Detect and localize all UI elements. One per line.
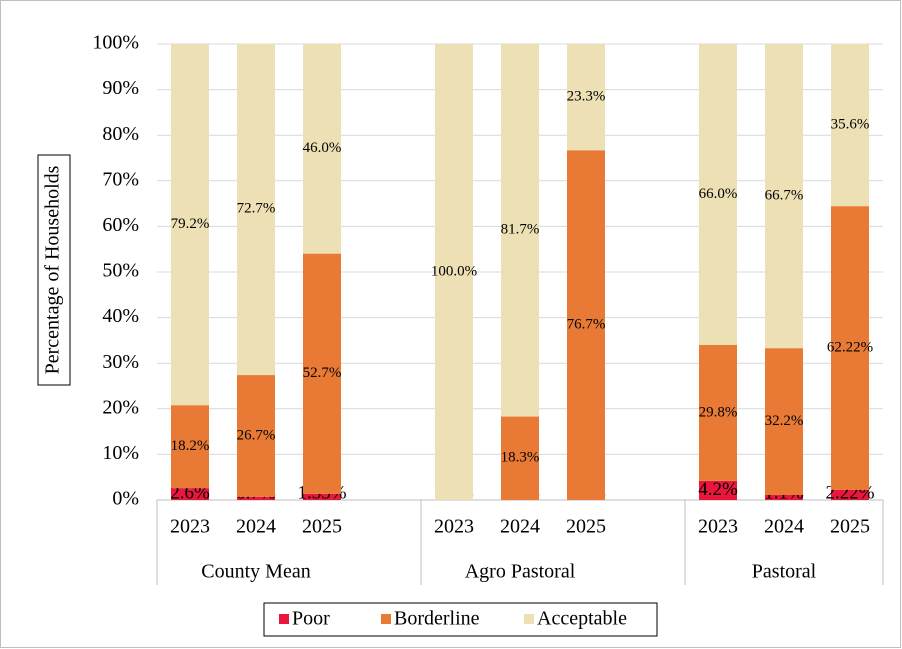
y-tick-label: 60%	[102, 214, 139, 236]
x-tick-label: 2025	[830, 516, 870, 538]
bar-segment	[435, 44, 473, 500]
y-tick-label: 100%	[92, 32, 139, 54]
bar-segment	[171, 488, 209, 500]
y-axis-label: Percentage of Households	[42, 165, 64, 374]
bar-segment	[567, 150, 605, 501]
y-tick-label: 10%	[102, 442, 139, 464]
data-label: 66.0%	[699, 186, 738, 202]
y-tick-label: 0%	[112, 488, 139, 510]
y-tick-label: 70%	[102, 168, 139, 190]
group-label: Pastoral	[752, 561, 817, 583]
data-label: 76.7%	[567, 317, 606, 333]
bar-segment	[699, 344, 737, 481]
data-label: 66.7%	[765, 188, 804, 204]
bar-segment	[699, 44, 737, 345]
data-label: 46.0%	[303, 140, 342, 156]
bar-segment	[237, 375, 275, 497]
bar-segment	[831, 43, 869, 207]
bar-segment	[765, 44, 803, 349]
legend-marker	[524, 614, 534, 624]
bar-segment	[699, 480, 737, 500]
bar-segment	[303, 493, 341, 500]
legend-marker	[381, 614, 391, 624]
y-tick-label: 90%	[102, 77, 139, 99]
data-label: 79.2%	[171, 216, 210, 232]
data-label: 100.0%	[431, 263, 477, 279]
bar-segment	[303, 253, 341, 494]
y-tick-label: 40%	[102, 305, 139, 327]
bar-segment	[237, 43, 275, 376]
bar-segment	[765, 348, 803, 495]
data-label: 32.2%	[765, 413, 804, 429]
legend-label: Poor	[292, 608, 330, 630]
x-tick-label: 2024	[236, 516, 276, 538]
legend-box	[263, 602, 658, 637]
bar-segment	[171, 44, 209, 406]
legend-marker	[279, 614, 289, 624]
bar-segment	[501, 44, 539, 417]
x-tick-label: 2024	[500, 516, 540, 538]
data-label: 29.8%	[699, 404, 738, 420]
bar-segment	[237, 496, 275, 500]
data-label: 35.6%	[831, 116, 870, 132]
y-label-box	[37, 154, 71, 386]
data-label: 52.7%	[303, 365, 342, 381]
legend-label: Acceptable	[537, 608, 627, 630]
bar-segment	[171, 405, 209, 489]
y-tick-label: 50%	[102, 260, 139, 282]
data-label: 72.7%	[237, 201, 276, 217]
y-tick-label: 20%	[102, 396, 139, 418]
y-tick-label: 30%	[102, 351, 139, 373]
data-label: 81.7%	[501, 222, 540, 238]
bar-segment	[765, 494, 803, 500]
data-label: 62.22%	[827, 339, 873, 355]
data-label: 4.2%	[698, 479, 738, 500]
x-tick-label: 2024	[764, 516, 804, 538]
data-label: 18.2%	[171, 438, 210, 454]
group-label: County Mean	[201, 561, 310, 583]
bar-segment	[303, 43, 341, 254]
bar-segment	[831, 489, 869, 500]
data-label: 23.3%	[567, 89, 606, 105]
bar-segment	[831, 206, 869, 490]
bar-segment	[501, 416, 539, 500]
legend-label: Borderline	[394, 608, 480, 630]
x-tick-label: 2023	[434, 516, 474, 538]
data-label: 18.3%	[501, 450, 540, 466]
bar-segment	[567, 44, 605, 151]
x-tick-label: 2023	[170, 516, 210, 538]
x-tick-label: 2025	[302, 516, 342, 538]
data-label: 26.7%	[237, 427, 276, 443]
y-tick-label: 80%	[102, 123, 139, 145]
x-tick-label: 2023	[698, 516, 738, 538]
x-tick-label: 2025	[566, 516, 606, 538]
group-label: Agro Pastoral	[465, 561, 576, 583]
